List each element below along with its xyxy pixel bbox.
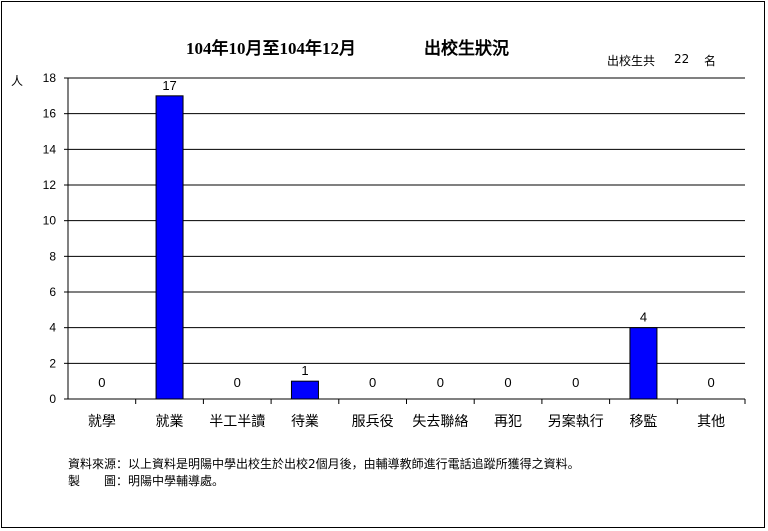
data-label: 4 xyxy=(640,310,647,325)
data-label: 0 xyxy=(369,375,376,390)
y-tick-label: 6 xyxy=(49,285,56,299)
x-tick-label: 就業 xyxy=(156,414,184,430)
x-tick-label: 失去聯絡 xyxy=(412,414,468,430)
bar xyxy=(290,380,319,400)
x-tick-label: 移監 xyxy=(629,413,657,430)
bar xyxy=(629,327,658,400)
y-tick-label: 0 xyxy=(49,392,56,406)
y-tick-label: 12 xyxy=(43,178,57,192)
source-note: 資料來源：以上資料是明陽中學出校生於出校2個月後，由輔導教師進行電話追蹤所獲得之… xyxy=(68,457,580,471)
total-unit: 名 xyxy=(704,54,717,68)
total-value: 22 xyxy=(674,52,690,66)
data-label: 1 xyxy=(301,363,308,378)
y-tick-label: 10 xyxy=(43,214,57,228)
y-tick-label: 8 xyxy=(49,249,56,263)
x-tick-label: 再犯 xyxy=(494,414,522,430)
y-tick-label: 14 xyxy=(43,142,57,156)
x-tick-label: 其他 xyxy=(697,414,725,430)
y-tick-label: 2 xyxy=(49,356,56,370)
data-label: 0 xyxy=(708,375,715,390)
data-label: 0 xyxy=(234,375,241,390)
x-tick-label: 服兵役 xyxy=(352,414,394,430)
y-tick-label: 4 xyxy=(49,321,56,335)
y-tick-label: 18 xyxy=(43,71,57,85)
y-tick-label: 16 xyxy=(43,107,57,121)
credit-note: 製 圖：明陽中學輔導處。 xyxy=(68,474,225,488)
bar xyxy=(155,95,184,400)
x-tick-label: 另案執行 xyxy=(548,413,604,430)
data-label: 17 xyxy=(162,78,176,93)
x-tick-label: 就學 xyxy=(88,414,116,430)
y-axis-label: 人 xyxy=(11,74,24,88)
data-label: 0 xyxy=(572,375,579,390)
chart-title: 出校生狀況 xyxy=(424,39,509,58)
x-tick-label: 待業 xyxy=(291,414,319,430)
data-label: 0 xyxy=(98,375,105,390)
x-tick-label: 半工半讀 xyxy=(209,414,265,430)
chart-title-period: 104年10月至104年12月 xyxy=(186,39,356,58)
data-label: 0 xyxy=(504,375,511,390)
total-label: 出校生共 xyxy=(607,54,656,68)
data-label: 0 xyxy=(437,375,444,390)
